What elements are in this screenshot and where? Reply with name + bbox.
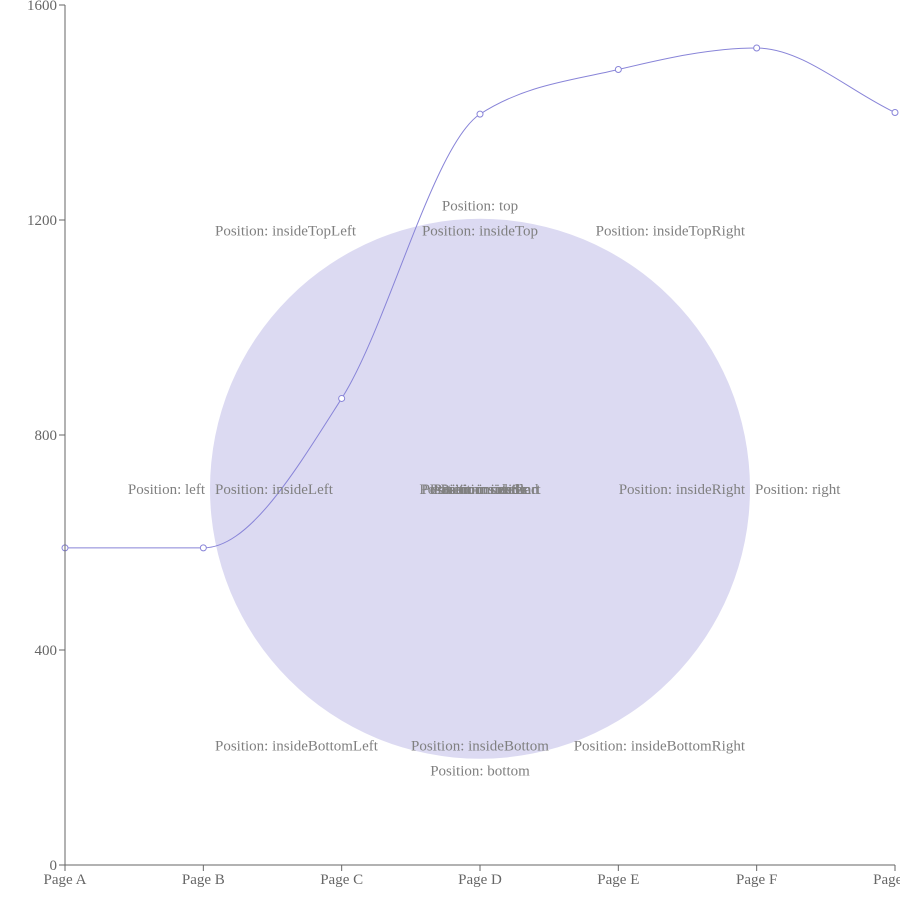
x-tick-label: Page F (736, 872, 777, 888)
label-inside-bottom-left: Position: insideBottomLeft (215, 738, 379, 754)
reference-circle (210, 218, 750, 759)
data-point (476, 110, 484, 118)
y-tick-label: 1600 (27, 0, 57, 14)
label-inside-end: Position: insideEnd (421, 482, 539, 498)
axes-group: 0 400 800 1200 1600 Page A Page B Page C Page D P… (27, 0, 900, 888)
reference-circle-group (210, 218, 750, 759)
label-center: Position: center (433, 482, 527, 498)
x-tick-label: Page D (458, 872, 502, 888)
x-tick-label: Page B (182, 872, 225, 888)
x-tick-label: Page E (597, 872, 639, 888)
y-tick-label: 800 (35, 428, 58, 444)
data-point (338, 394, 346, 402)
x-tick-label: Page A (44, 872, 87, 888)
label-end: Position: end (441, 482, 520, 498)
label-left: Position: left (128, 482, 206, 498)
data-point (891, 109, 899, 116)
label-inside-start: Position: insideStart (419, 482, 541, 498)
label-inside-right: Position: insideRight (619, 482, 746, 498)
data-point (753, 44, 761, 52)
label-inside-left: Position: insideLeft (215, 482, 334, 498)
label-top: Position: top (442, 198, 518, 214)
data-point (614, 66, 622, 73)
label-right: Position: right (755, 482, 841, 498)
data-point (199, 544, 207, 552)
label-inside-bottom: Position: insideBottom (411, 738, 549, 754)
label-outside: Position: outside (430, 482, 531, 498)
label-inside-top: Position: insideTop (422, 223, 538, 239)
label-bottom: Position: bottom (430, 763, 530, 779)
y-tick-label: 0 (50, 858, 58, 874)
label-inside-bottom-right: Position: insideBottomRight (574, 738, 746, 754)
label-inside: Position: inside (434, 482, 527, 498)
x-tick-label: Page G (873, 872, 900, 888)
y-tick-label: 400 (35, 643, 58, 659)
position-labels-group: Position: top Position: insideTop Position… (128, 198, 841, 779)
label-inside-top-right: Position: insideTopRight (596, 223, 746, 239)
label-inside-top-left: Position: insideTopLeft (215, 223, 357, 239)
y-tick-label: 1200 (27, 213, 57, 229)
x-tick-label: Page C (320, 872, 363, 888)
